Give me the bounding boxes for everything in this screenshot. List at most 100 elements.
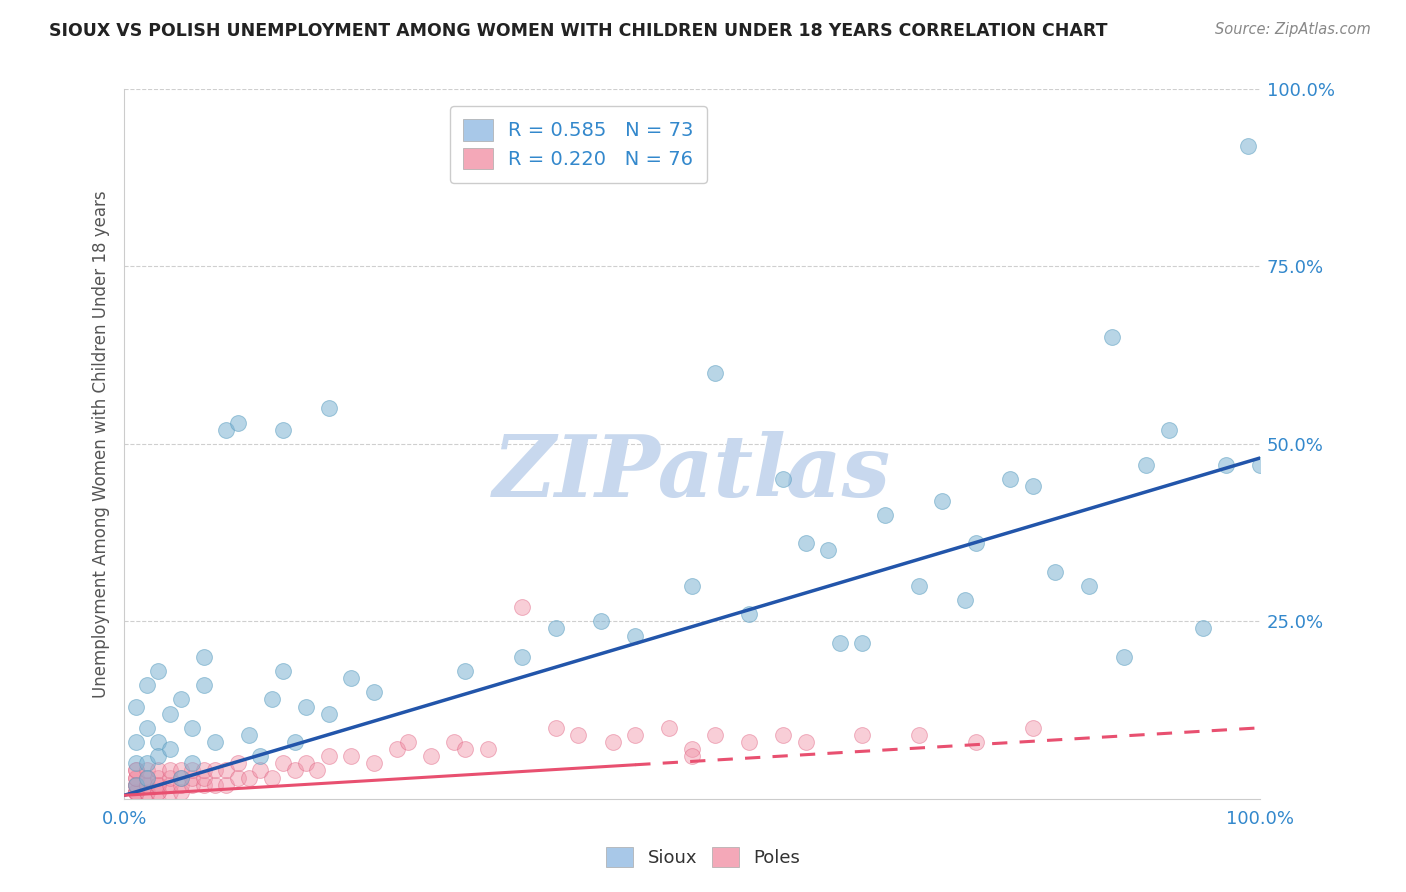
Point (193, 764, 215, 778)
Point (170, 778, 193, 792)
Point (181, 721, 204, 735)
Point (510, 649, 533, 664)
Point (477, 742, 499, 756)
Point (851, 635, 873, 649)
Point (1112, 649, 1135, 664)
Point (658, 721, 681, 735)
Point (908, 579, 931, 593)
Point (363, 756, 385, 771)
Point (215, 778, 238, 792)
Point (738, 607, 761, 622)
Point (136, 756, 159, 771)
Legend: Sioux, Poles: Sioux, Poles (599, 839, 807, 874)
Text: SIOUX VS POLISH UNEMPLOYMENT AMONG WOMEN WITH CHILDREN UNDER 18 YEARS CORRELATIO: SIOUX VS POLISH UNEMPLOYMENT AMONG WOMEN… (49, 22, 1108, 40)
Point (148, 735, 170, 749)
Point (318, 749, 340, 764)
Point (136, 764, 159, 778)
Point (181, 764, 204, 778)
Point (124, 735, 146, 749)
Point (193, 778, 215, 792)
Point (591, 615, 613, 629)
Point (794, 735, 817, 749)
Point (307, 764, 329, 778)
Point (159, 771, 181, 785)
Point (1157, 423, 1180, 437)
Point (124, 756, 146, 771)
Point (238, 728, 260, 742)
Point (159, 706, 181, 721)
Point (1101, 330, 1123, 344)
Point (271, 423, 294, 437)
Point (419, 749, 441, 764)
Point (363, 685, 385, 699)
Point (226, 416, 249, 430)
Point (249, 764, 271, 778)
Legend: R = 0.585   N = 73, R = 0.220   N = 76: R = 0.585 N = 73, R = 0.220 N = 76 (450, 106, 707, 183)
Point (148, 764, 170, 778)
Point (170, 785, 193, 799)
Point (260, 771, 283, 785)
Point (193, 678, 215, 692)
Point (624, 628, 647, 642)
Point (148, 785, 170, 799)
Point (1135, 458, 1157, 472)
Point (340, 671, 363, 685)
Point (124, 778, 146, 792)
Point (318, 706, 340, 721)
Point (204, 778, 226, 792)
Point (136, 778, 159, 792)
Point (1249, 458, 1271, 472)
Point (873, 508, 896, 522)
Point (385, 742, 408, 756)
Point (544, 721, 567, 735)
Point (953, 593, 976, 607)
Point (772, 728, 794, 742)
Point (170, 764, 193, 778)
Point (136, 771, 159, 785)
Point (510, 600, 533, 615)
Point (794, 536, 817, 550)
Point (181, 771, 204, 785)
Point (295, 756, 318, 771)
Point (1045, 565, 1067, 579)
Point (1192, 622, 1215, 636)
Point (1021, 721, 1043, 735)
Point (681, 579, 703, 593)
Point (443, 735, 465, 749)
Point (204, 764, 226, 778)
Point (124, 785, 146, 799)
Point (284, 764, 307, 778)
Point (681, 742, 703, 756)
Point (148, 749, 170, 764)
Point (124, 771, 146, 785)
Point (965, 735, 987, 749)
Point (193, 771, 215, 785)
Point (124, 764, 146, 778)
Point (454, 742, 477, 756)
Point (148, 771, 170, 785)
Point (396, 735, 419, 749)
Point (703, 366, 725, 380)
Point (136, 785, 159, 799)
Point (148, 778, 170, 792)
Point (136, 771, 159, 785)
Point (703, 728, 725, 742)
Point (204, 735, 226, 749)
Point (681, 749, 703, 764)
Point (998, 472, 1021, 486)
Point (772, 472, 794, 486)
Point (965, 536, 987, 550)
Point (851, 728, 873, 742)
Point (136, 778, 159, 792)
Point (124, 764, 146, 778)
Point (136, 721, 159, 735)
Point (215, 423, 238, 437)
Point (215, 764, 238, 778)
Point (1215, 458, 1237, 472)
Point (271, 664, 294, 678)
Point (170, 771, 193, 785)
Point (124, 785, 146, 799)
Point (271, 756, 294, 771)
Point (1078, 579, 1101, 593)
Point (124, 778, 146, 792)
